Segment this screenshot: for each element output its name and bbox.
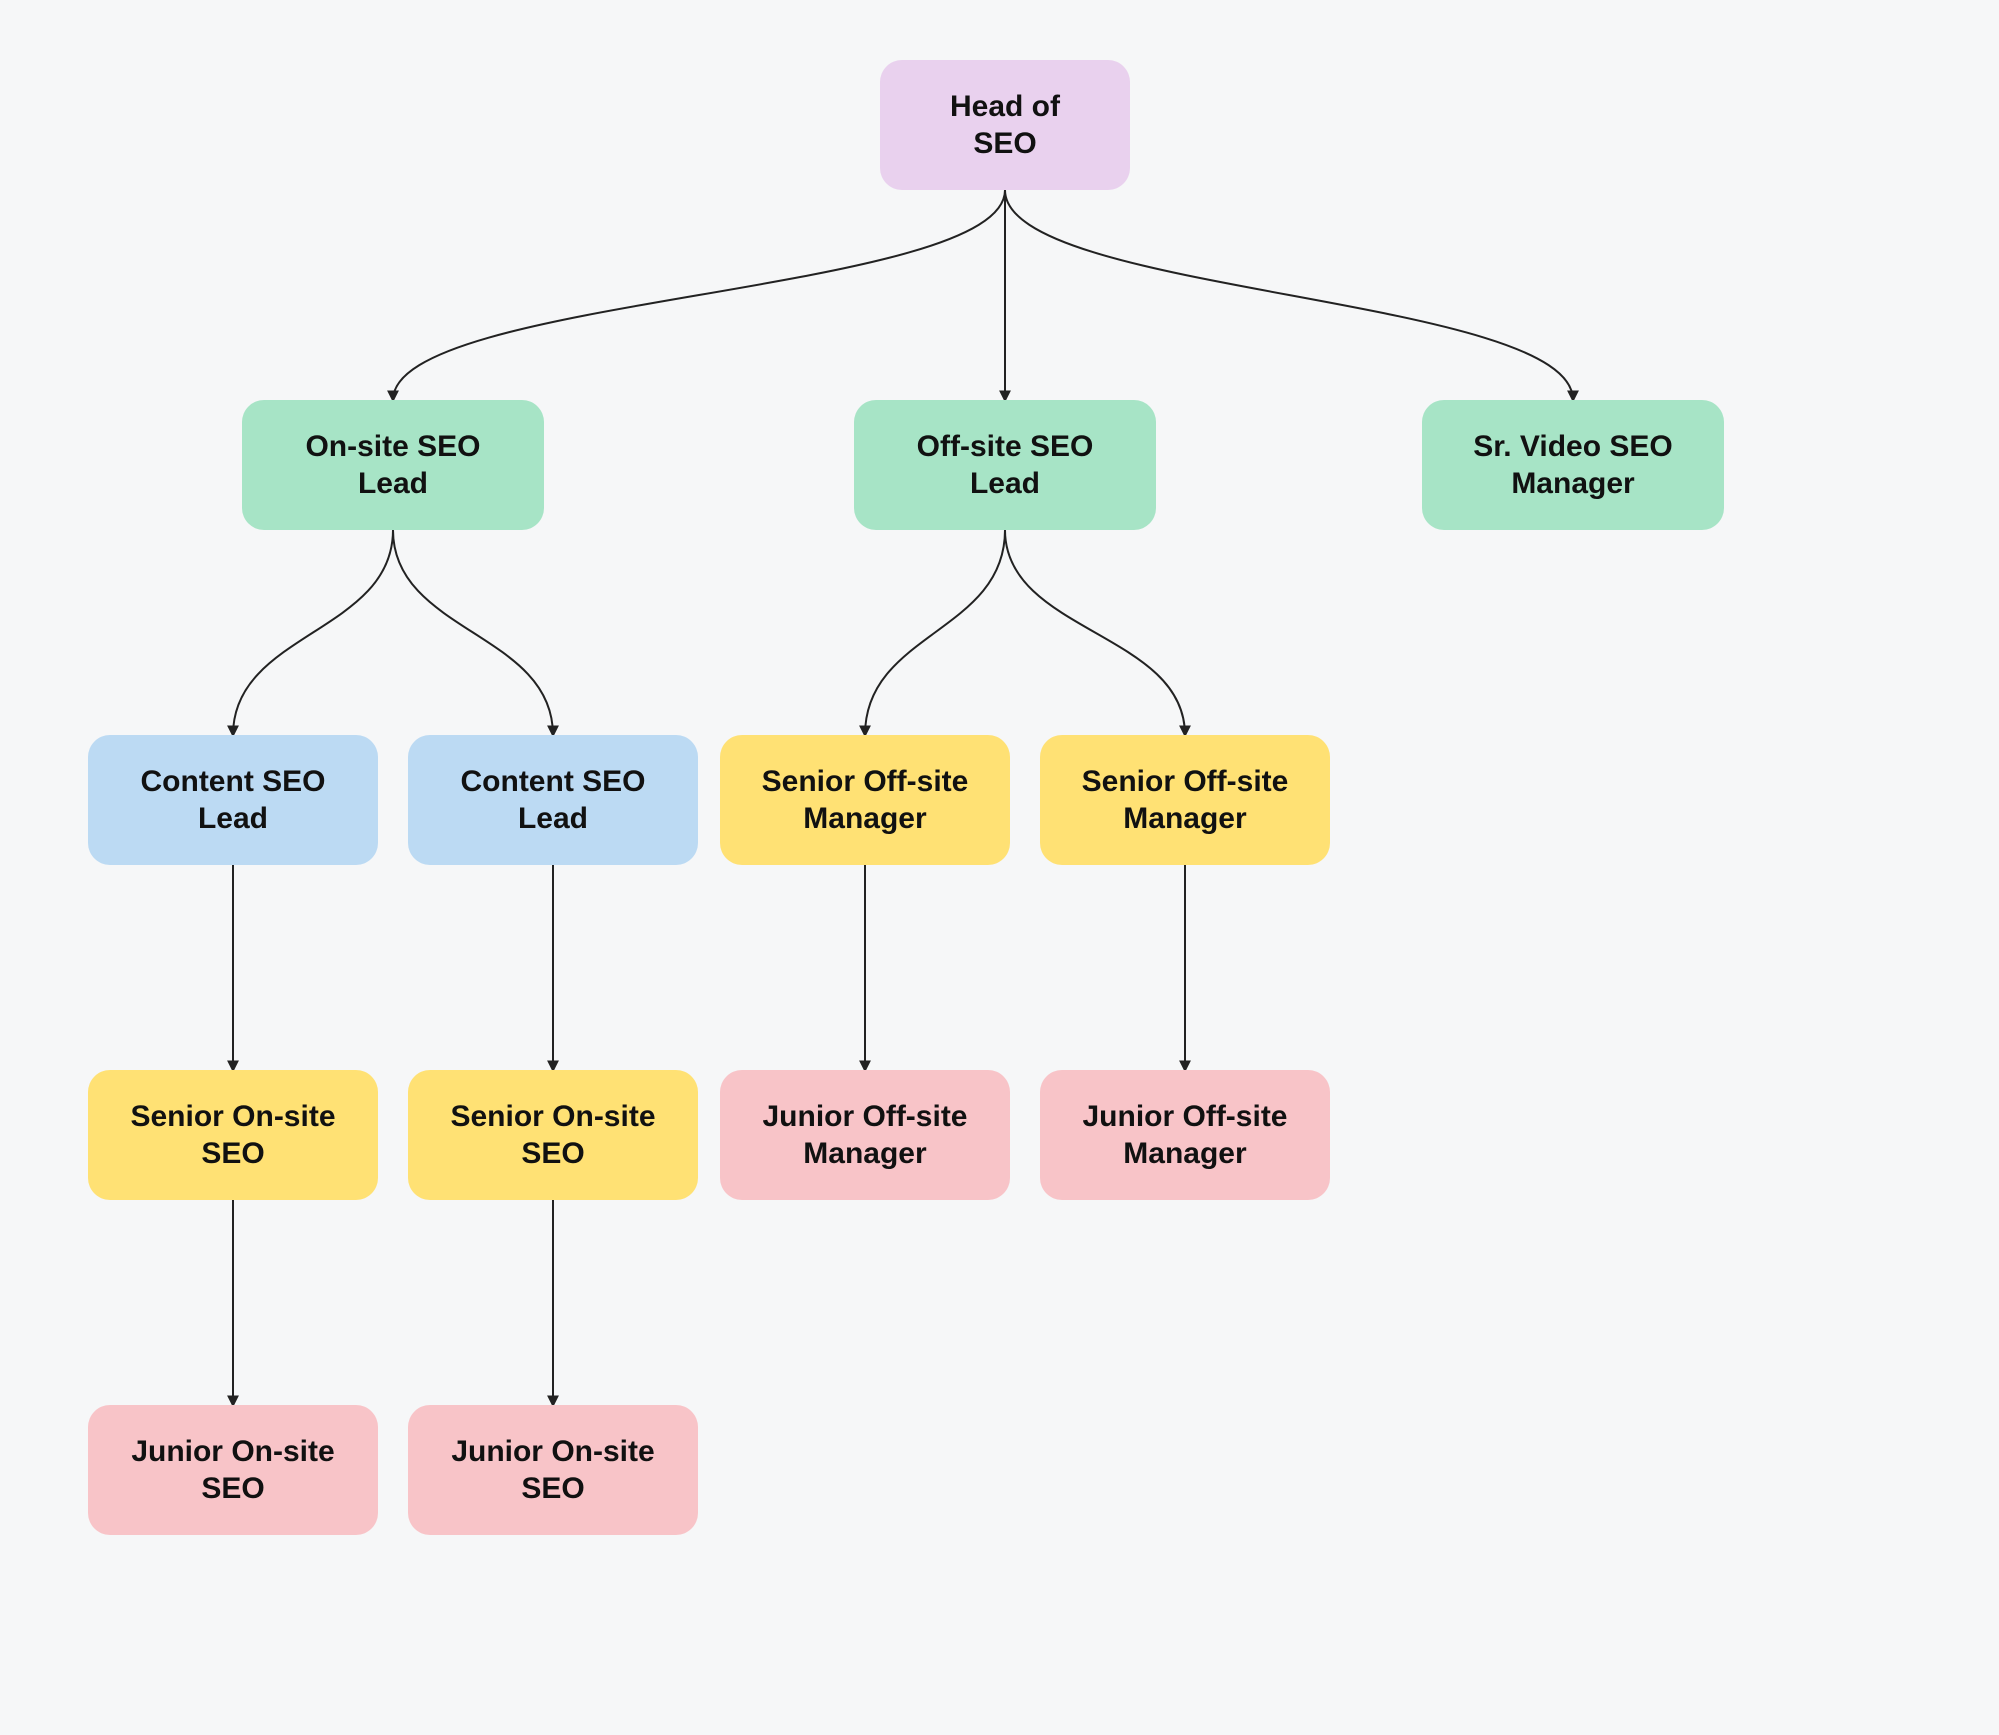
org-chart-canvas: Head of SEO On-site SEO Lead Off-site SEO … — [0, 0, 1999, 1735]
node-sr-onsite-1: Senior On-site SEO — [88, 1070, 378, 1200]
node-head: Head of SEO — [880, 60, 1130, 190]
edge-offsite-lead-to-sr-offsite-1 — [865, 530, 1005, 735]
node-jr-offsite-2: Junior Off-site Manager — [1040, 1070, 1330, 1200]
node-sr-offsite-2: Senior Off-site Manager — [1040, 735, 1330, 865]
node-video-mgr: Sr. Video SEO Manager — [1422, 400, 1724, 530]
node-sr-onsite-2: Senior On-site SEO — [408, 1070, 698, 1200]
node-sr-offsite-1: Senior Off-site Manager — [720, 735, 1010, 865]
node-jr-onsite-2: Junior On-site SEO — [408, 1405, 698, 1535]
edge-head-to-onsite-lead — [393, 190, 1005, 400]
node-jr-offsite-1: Junior Off-site Manager — [720, 1070, 1010, 1200]
node-jr-onsite-1: Junior On-site SEO — [88, 1405, 378, 1535]
node-onsite-lead: On-site SEO Lead — [242, 400, 544, 530]
edge-onsite-lead-to-content-lead-2 — [393, 530, 553, 735]
node-content-lead-1: Content SEO Lead — [88, 735, 378, 865]
edge-offsite-lead-to-sr-offsite-2 — [1005, 530, 1185, 735]
node-content-lead-2: Content SEO Lead — [408, 735, 698, 865]
node-offsite-lead: Off-site SEO Lead — [854, 400, 1156, 530]
edge-onsite-lead-to-content-lead-1 — [233, 530, 393, 735]
edge-head-to-video-mgr — [1005, 190, 1573, 400]
